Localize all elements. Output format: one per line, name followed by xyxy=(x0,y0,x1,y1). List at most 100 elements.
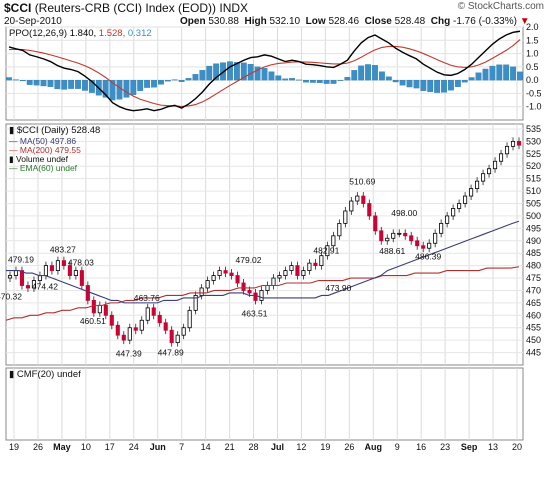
index-name: (Reuters-CRB (CCI) Index (EOD)) xyxy=(34,1,217,15)
ma200-line xyxy=(5,266,520,321)
ppo-histogram-bar xyxy=(88,79,95,93)
price-y-tick-label: 515 xyxy=(526,174,541,184)
candle-down xyxy=(373,215,378,232)
cmf-legend: ▮ CMF(20) undef xyxy=(9,369,81,380)
candle-down xyxy=(313,262,318,267)
x-tick-label: Sep xyxy=(461,442,478,452)
price-annotation: 470.32 xyxy=(0,292,22,302)
price-y-tick-label: 530 xyxy=(526,136,541,146)
ppo-histogram-bar xyxy=(454,79,461,87)
candle-down xyxy=(91,300,96,314)
down-arrow-icon: ▼ xyxy=(519,16,530,27)
ppo-histogram-bar xyxy=(344,77,351,81)
ppo-histogram-bar xyxy=(75,79,81,89)
exchange: INDX xyxy=(219,1,249,15)
cmf-panel xyxy=(5,367,524,441)
candle-up xyxy=(187,309,192,329)
x-tick-label: 13 xyxy=(488,442,498,452)
ppo-histogram-bar xyxy=(68,79,75,89)
price-annotation: 460.51 xyxy=(80,316,106,326)
candle-up xyxy=(277,275,282,279)
ppo-y-tick-label: 2.0 xyxy=(526,22,539,32)
price-y-tick-label: 490 xyxy=(526,236,541,246)
candle-up xyxy=(355,195,360,202)
candle-down xyxy=(133,327,138,331)
price-annotation: 482.91 xyxy=(313,245,339,255)
candle-up xyxy=(127,327,132,341)
price-annotation: 447.39 xyxy=(116,349,142,359)
ppo-histogram-bar xyxy=(289,78,296,81)
chart-title: $CCI (Reuters-CRB (CCI) Index (EOD)) IND… xyxy=(4,1,248,15)
candle-up xyxy=(319,255,324,267)
price-annotation: 510.69 xyxy=(349,176,375,186)
ppo-histogram-bar xyxy=(102,79,109,98)
close-label: Close xyxy=(364,16,392,27)
ppo-histogram-bar xyxy=(468,77,475,81)
ppo-histogram-bar xyxy=(378,71,385,81)
price-annotation: 479.19 xyxy=(8,255,34,265)
candle-up xyxy=(271,277,276,286)
x-tick-label: 21 xyxy=(225,442,235,452)
ppo-y-tick-label: 1.5 xyxy=(526,35,539,45)
candle-down xyxy=(115,324,120,336)
ppo-histogram-bar xyxy=(461,79,468,83)
ppo-histogram-bar xyxy=(54,79,61,90)
candle-up xyxy=(307,262,312,271)
price-y-tick-label: 485 xyxy=(526,248,541,258)
candle-up xyxy=(73,270,78,276)
ppo-histogram-bar xyxy=(6,77,12,81)
candle-up xyxy=(175,334,180,344)
ppo-histogram-bar xyxy=(489,65,496,81)
ma50-legend: — MA(50) 497.86 xyxy=(9,136,76,146)
candle-down xyxy=(85,285,90,301)
candle-up xyxy=(265,285,270,291)
ppo-histogram-bar xyxy=(158,79,164,85)
x-tick-label: 20 xyxy=(512,442,522,452)
price-y-tick-label: 520 xyxy=(526,161,541,171)
ppo-histogram-bar xyxy=(392,79,399,83)
ppo-histogram-bar xyxy=(358,65,365,81)
candle-down xyxy=(169,329,174,344)
volume-legend: ▮ Volume undef xyxy=(9,154,69,164)
ppo-histogram-bar xyxy=(268,71,275,81)
candle-up xyxy=(463,195,468,204)
ppo-signal-line xyxy=(8,39,521,108)
high-value: 532.10 xyxy=(269,16,301,27)
ppo-histogram-bar xyxy=(12,79,19,81)
x-tick-label: Aug xyxy=(365,442,383,452)
candle-down xyxy=(49,265,54,271)
chg-label: Chg xyxy=(430,16,451,27)
candle-up xyxy=(283,270,288,276)
candle-up xyxy=(325,245,330,257)
ppo-histogram-bar xyxy=(109,79,116,101)
candle-up xyxy=(13,270,19,276)
candle-up xyxy=(487,168,492,175)
ppo-histogram-bar xyxy=(351,70,358,81)
ppo-histogram-bar xyxy=(47,79,54,87)
candle-up xyxy=(493,160,498,170)
candle-up xyxy=(451,208,456,217)
price-y-tick-label: 460 xyxy=(526,310,541,320)
watermark: © StockCharts.com xyxy=(457,1,544,12)
ppo-histogram-bar xyxy=(213,63,220,81)
ppo-histogram-bar xyxy=(406,79,413,88)
candle-down xyxy=(67,265,72,276)
ppo-histogram-bar xyxy=(137,79,144,91)
price-panel xyxy=(5,123,524,366)
ppo-histogram-bar xyxy=(206,65,213,81)
ppo-histogram-bar xyxy=(427,79,434,92)
x-tick-label: 19 xyxy=(9,442,19,452)
ppo-histogram-bar xyxy=(171,79,178,81)
x-tick-label: 19 xyxy=(320,442,330,452)
price-annotation: 463.51 xyxy=(242,309,268,319)
ma50-line xyxy=(6,220,520,304)
x-tick-label: 14 xyxy=(201,442,211,452)
ppo-y-tick-label: 1.0 xyxy=(526,49,539,59)
candle-up xyxy=(43,265,48,276)
price-y-tick-label: 445 xyxy=(526,348,541,358)
price-annotation: 447.89 xyxy=(158,347,184,357)
candle-up xyxy=(181,327,186,336)
ppo-histogram-bar xyxy=(61,79,68,90)
candle-up xyxy=(498,153,504,162)
